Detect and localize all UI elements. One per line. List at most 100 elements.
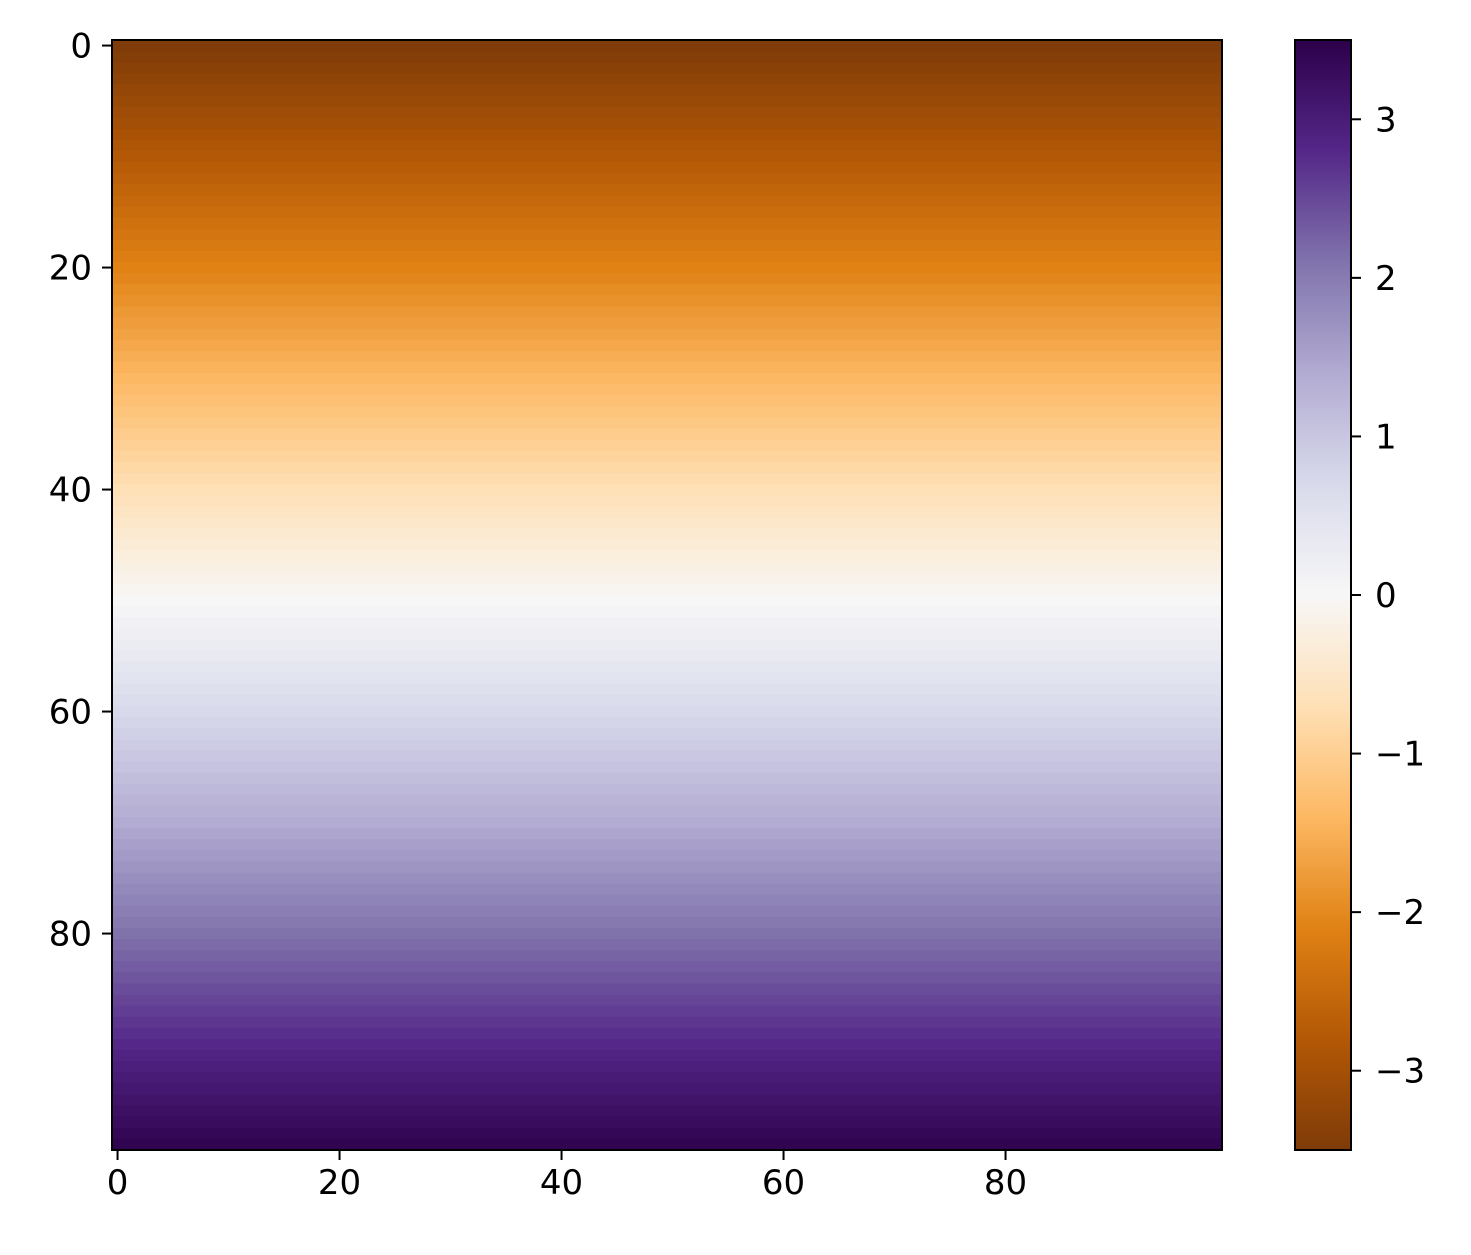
colorbar xyxy=(1295,40,1351,1150)
heatmap-row-70 xyxy=(112,817,1222,829)
colorbar-axis: −3 −2 −1 0 1 2 3 xyxy=(1351,100,1425,1092)
x-tick-label: 0 xyxy=(107,1163,129,1203)
colorbar-tick-label: 2 xyxy=(1375,259,1397,299)
heatmap-row-76 xyxy=(112,883,1222,896)
heatmap-row-28 xyxy=(112,350,1222,363)
heatmap-row-96 xyxy=(112,1105,1222,1118)
heatmap-row-64 xyxy=(112,750,1222,763)
heatmap-row-85 xyxy=(112,983,1222,996)
heatmap-row-8 xyxy=(112,128,1222,141)
heatmap-row-72 xyxy=(112,839,1222,851)
heatmap-row-20 xyxy=(112,262,1222,274)
heatmap-row-91 xyxy=(112,1050,1222,1062)
y-tick-label: 20 xyxy=(49,249,92,289)
heatmap-row-30 xyxy=(112,373,1222,385)
heatmap-row-19 xyxy=(112,250,1222,263)
heatmap-row-35 xyxy=(112,428,1222,441)
colorbar-tick-label: −2 xyxy=(1375,893,1425,933)
heatmap-row-98 xyxy=(112,1127,1222,1140)
y-axis: 0 20 40 60 80 xyxy=(49,27,112,955)
heatmap-row-23 xyxy=(112,295,1222,307)
heatmap-row-47 xyxy=(112,561,1222,574)
heatmap-row-65 xyxy=(112,761,1222,774)
heatmap-row-44 xyxy=(112,528,1222,541)
heatmap-row-75 xyxy=(112,872,1222,885)
heatmap-row-12 xyxy=(112,173,1222,185)
colorbar-tick-label: 0 xyxy=(1375,576,1397,616)
heatmap-row-48 xyxy=(112,572,1222,585)
heatmap-row-11 xyxy=(112,162,1222,174)
heatmap-row-80 xyxy=(112,928,1222,940)
y-tick-label: 80 xyxy=(49,915,92,955)
heatmap-row-24 xyxy=(112,306,1222,319)
heatmap-row-52 xyxy=(112,617,1222,629)
heatmap-row-55 xyxy=(112,650,1222,663)
heatmap-row-56 xyxy=(112,661,1222,674)
heatmap-row-69 xyxy=(112,805,1222,818)
heatmap-row-90 xyxy=(112,1039,1222,1051)
heatmap-row-15 xyxy=(112,206,1222,219)
heatmap-row-79 xyxy=(112,916,1222,929)
heatmap-row-87 xyxy=(112,1005,1222,1018)
heatmap-row-39 xyxy=(112,472,1222,485)
heatmap-row-53 xyxy=(112,628,1222,640)
x-tick-label: 80 xyxy=(984,1163,1027,1203)
heatmap-row-95 xyxy=(112,1094,1222,1107)
colorbar-tick-label: −3 xyxy=(1375,1052,1425,1092)
heatmap-row-41 xyxy=(112,495,1222,507)
colorbar-tick-label: 3 xyxy=(1375,100,1397,140)
heatmap-row-49 xyxy=(112,583,1222,596)
heatmap-row-10 xyxy=(112,151,1222,163)
heatmap-row-32 xyxy=(112,395,1222,407)
heatmap-row-7 xyxy=(112,117,1222,130)
heatmap-row-97 xyxy=(112,1116,1222,1129)
heatmap-row-36 xyxy=(112,439,1222,452)
heatmap-row-14 xyxy=(112,195,1222,208)
heatmap-row-82 xyxy=(112,950,1222,962)
y-tick-label: 40 xyxy=(49,471,92,511)
heatmap-row-84 xyxy=(112,972,1222,985)
heatmap-row-18 xyxy=(112,239,1222,252)
x-tick-label: 20 xyxy=(318,1163,361,1203)
heatmap-row-71 xyxy=(112,828,1222,840)
heatmap-row-93 xyxy=(112,1072,1222,1084)
heatmap-row-99 xyxy=(112,1138,1222,1151)
heatmap-row-46 xyxy=(112,550,1222,563)
heatmap-row-1 xyxy=(112,51,1222,63)
heatmap-row-83 xyxy=(112,961,1222,973)
colorbar-tick-label: −1 xyxy=(1375,735,1425,775)
heatmap-row-29 xyxy=(112,361,1222,374)
heatmap-row-33 xyxy=(112,406,1222,418)
heatmap-row-86 xyxy=(112,994,1222,1007)
heatmap-row-3 xyxy=(112,73,1222,85)
heatmap-row-61 xyxy=(112,717,1222,729)
colorbar-tick-label: 1 xyxy=(1375,417,1397,457)
heatmap-row-74 xyxy=(112,861,1222,874)
heatmap-row-58 xyxy=(112,683,1222,696)
heatmap-row-67 xyxy=(112,783,1222,796)
heatmap-row-94 xyxy=(112,1083,1222,1096)
heatmap-row-45 xyxy=(112,539,1222,552)
heatmap-row-26 xyxy=(112,328,1222,341)
plot-frame xyxy=(111,39,1223,1151)
heatmap-row-92 xyxy=(112,1061,1222,1073)
heatmap-row-54 xyxy=(112,639,1222,652)
heatmap-row-63 xyxy=(112,739,1222,751)
heatmap-row-66 xyxy=(112,772,1222,785)
heatmap-row-68 xyxy=(112,794,1222,807)
heatmap-row-88 xyxy=(112,1016,1222,1029)
heatmap-row-37 xyxy=(112,450,1222,463)
x-tick-label: 60 xyxy=(762,1163,805,1203)
heatmap-row-78 xyxy=(112,905,1222,918)
heatmap-row-22 xyxy=(112,284,1222,296)
heatmap-row-25 xyxy=(112,317,1222,330)
heatmap-row-6 xyxy=(112,106,1222,119)
heatmap-row-27 xyxy=(112,339,1222,352)
heatmap-row-34 xyxy=(112,417,1222,430)
heatmap-row-89 xyxy=(112,1027,1222,1040)
heatmap-row-21 xyxy=(112,273,1222,285)
heatmap-row-81 xyxy=(112,939,1222,951)
heatmap-row-0 xyxy=(112,40,1222,52)
